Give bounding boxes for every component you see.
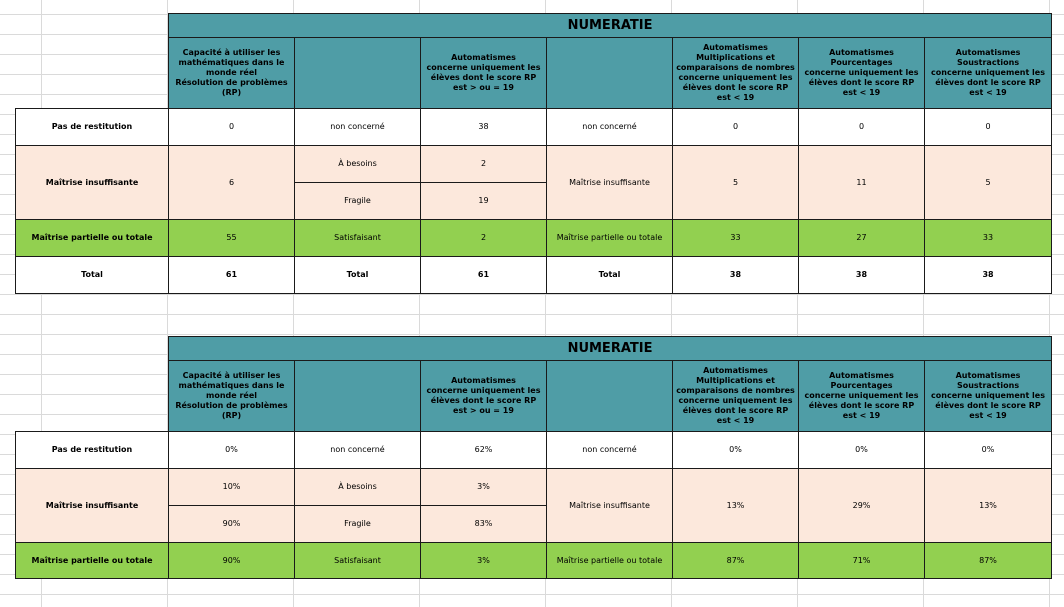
cell[interactable]: 3% [420,542,547,579]
cell[interactable]: 3% [420,468,547,506]
cell[interactable]: 0% [798,431,925,469]
cell[interactable]: non concerné [546,431,673,469]
cell[interactable]: Total [546,256,673,294]
numeratie-percent-table: NUMERATIE Capacité à utiliser les mathém… [15,336,1053,579]
cell[interactable]: 2 [420,145,547,183]
header-soustractions[interactable]: Automatismes Soustractions concerne uniq… [923,360,1053,432]
header-multiplications[interactable]: Automatismes Multiplications et comparai… [672,360,799,432]
cell[interactable]: 87% [672,542,799,579]
cell[interactable]: Satisfaisant [294,542,421,579]
cell[interactable]: 90% [168,542,295,579]
cell[interactable]: Satisfaisant [294,219,421,257]
header-rp[interactable]: Capacité à utiliser les mathématiques da… [168,360,295,432]
header-pourcentages[interactable]: Automatismes Pourcentages concerne uniqu… [798,360,925,432]
cell[interactable]: 19 [420,182,547,220]
header-soustractions[interactable]: Automatismes Soustractions concerne uniq… [923,37,1053,109]
row-label-maitrise-partielle[interactable]: Maîtrise partielle ou totale [15,542,169,579]
cell[interactable]: 11 [798,145,925,220]
cell[interactable]: 0 [923,108,1053,146]
cell[interactable]: Maîtrise insuffisante [546,145,673,220]
cell[interactable]: 6 [168,145,295,220]
cell[interactable]: 38 [420,108,547,146]
header-rp[interactable]: Capacité à utiliser les mathématiques da… [168,37,295,109]
cell[interactable]: Maîtrise partielle ou totale [546,219,673,257]
cell[interactable]: 13% [923,468,1053,543]
cell[interactable]: 33 [923,219,1053,257]
cell[interactable]: 62% [420,431,547,469]
blank-cell [16,38,169,109]
cell[interactable]: 90% [168,505,295,543]
header-multiplications[interactable]: Automatismes Multiplications et comparai… [672,37,799,109]
row-label-maitrise-insuffisante[interactable]: Maîtrise insuffisante [15,145,169,220]
cell[interactable]: 10% [168,468,295,506]
header-empty[interactable] [546,360,673,432]
cell[interactable]: Maîtrise partielle ou totale [546,542,673,579]
cell[interactable]: 5 [923,145,1053,220]
cell[interactable]: 38 [798,256,925,294]
cell[interactable]: 71% [798,542,925,579]
cell[interactable]: 0 [672,108,799,146]
cell[interactable]: 27 [798,219,925,257]
blank-cell [16,14,169,38]
cell[interactable]: 61 [420,256,547,294]
cell[interactable]: 2 [420,219,547,257]
table-title[interactable]: NUMERATIE [167,336,1053,361]
cell[interactable]: 0% [168,431,295,469]
blank-cell [16,361,169,432]
cell[interactable]: 0% [923,431,1053,469]
cell[interactable]: 33 [672,219,799,257]
cell[interactable]: 38 [923,256,1053,294]
cell[interactable]: 0 [168,108,295,146]
cell[interactable]: Maîtrise insuffisante [546,468,673,543]
header-empty[interactable] [546,37,673,109]
cell[interactable]: À besoins [294,468,421,506]
header-pourcentages[interactable]: Automatismes Pourcentages concerne uniqu… [798,37,925,109]
row-label-pas-de-restitution[interactable]: Pas de restitution [15,108,169,146]
row-label-maitrise-partielle[interactable]: Maîtrise partielle ou totale [15,219,169,257]
numeratie-counts-table: NUMERATIE Capacité à utiliser les mathém… [15,13,1053,294]
cell[interactable]: 5 [672,145,799,220]
header-empty[interactable] [294,360,421,432]
cell[interactable]: 83% [420,505,547,543]
table-title[interactable]: NUMERATIE [167,13,1053,38]
cell[interactable]: Fragile [294,182,421,220]
cell[interactable]: 0% [672,431,799,469]
header-empty[interactable] [294,37,421,109]
header-automatismes[interactable]: Automatismes concerne uniquement les élè… [420,360,547,432]
row-label-maitrise-insuffisante[interactable]: Maîtrise insuffisante [15,468,169,543]
cell[interactable]: Fragile [294,505,421,543]
cell[interactable]: 0 [798,108,925,146]
cell[interactable]: 29% [798,468,925,543]
cell[interactable]: 87% [923,542,1053,579]
cell[interactable]: non concerné [546,108,673,146]
cell[interactable]: 13% [672,468,799,543]
cell[interactable]: 55 [168,219,295,257]
row-label-pas-de-restitution[interactable]: Pas de restitution [15,431,169,469]
header-automatismes[interactable]: Automatismes concerne uniquement les élè… [420,37,547,109]
cell[interactable]: Total [294,256,421,294]
cell[interactable]: À besoins [294,145,421,183]
row-label-total[interactable]: Total [15,256,169,294]
cell[interactable]: 38 [672,256,799,294]
cell[interactable]: non concerné [294,108,421,146]
blank-cell [16,337,169,361]
cell[interactable]: non concerné [294,431,421,469]
cell[interactable]: 61 [168,256,295,294]
